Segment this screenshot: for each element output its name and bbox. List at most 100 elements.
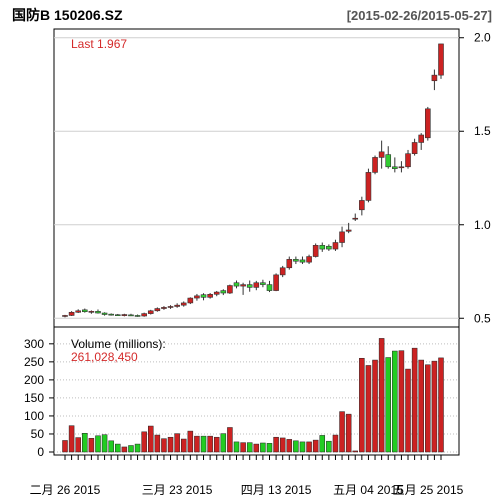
- volume-bar: [194, 435, 200, 453]
- candle-body: [392, 166, 398, 169]
- volume-tick-label: 150: [24, 391, 44, 405]
- volume-bar: [240, 442, 246, 453]
- volume-value: 261,028,450: [71, 350, 138, 364]
- candle-body: [147, 310, 154, 314]
- last-price-label: Last 1.967: [71, 37, 127, 51]
- candle-body: [141, 313, 147, 317]
- candle-body: [240, 284, 246, 287]
- candle-body: [88, 311, 95, 313]
- volume-bar: [62, 440, 68, 453]
- x-tick-label: 三月 23 2015: [142, 483, 213, 497]
- candle-body: [68, 311, 75, 316]
- volume-bar: [345, 413, 352, 453]
- volume-bar: [398, 350, 405, 453]
- candlestick-series: [62, 43, 444, 318]
- volume-bar: [220, 433, 227, 453]
- volume-bar: [372, 359, 378, 453]
- candle-body: [233, 282, 240, 287]
- volume-bar: [378, 338, 385, 453]
- candle-body: [260, 282, 266, 285]
- volume-bar: [246, 442, 253, 453]
- volume-bar: [187, 430, 194, 453]
- price-tick-label: 1.0: [474, 218, 491, 232]
- volume-bar: [299, 441, 306, 453]
- candle-body: [227, 285, 233, 294]
- price-gridlines: [54, 37, 459, 319]
- candle-body: [431, 74, 438, 82]
- candle-body: [187, 297, 194, 304]
- volume-bar: [312, 439, 319, 453]
- volume-bar: [174, 433, 180, 453]
- volume-bar: [167, 436, 174, 453]
- volume-bar: [95, 435, 101, 453]
- x-tick-label: 二月 26 2015: [30, 483, 101, 497]
- volume-bar: [213, 436, 220, 453]
- volume-label: Volume (millions):: [71, 337, 166, 351]
- volume-bar: [425, 364, 431, 453]
- candle-body: [266, 284, 273, 291]
- candle-body: [352, 217, 359, 220]
- x-axis: 二月 26 2015 三月 23 2015 四月 13 2015 五月 04 2015…: [30, 455, 464, 497]
- candle-body: [286, 259, 293, 269]
- volume-bar: [359, 357, 365, 453]
- price-tick-label: 1.5: [474, 124, 491, 138]
- candle-body: [398, 166, 405, 169]
- volume-bar: [148, 425, 154, 453]
- volume-bar: [253, 443, 260, 453]
- candle-body: [207, 294, 213, 298]
- volume-bar: [108, 440, 114, 453]
- candle-body: [332, 242, 339, 250]
- candle-body: [246, 284, 253, 288]
- candle-body: [128, 314, 134, 317]
- candle-body: [62, 315, 68, 317]
- candle-body: [81, 309, 88, 313]
- volume-tick-label: 200: [24, 373, 44, 387]
- candle-body: [213, 291, 220, 295]
- candle-body: [154, 308, 161, 312]
- volume-bar: [260, 442, 266, 453]
- candle-body: [161, 307, 167, 309]
- volume-bar: [207, 435, 213, 453]
- volume-bar: [121, 446, 128, 453]
- volume-series: [62, 338, 444, 453]
- price-axis: 0.5 1.0 1.5 2.0: [459, 31, 491, 325]
- candle-body: [359, 200, 365, 211]
- price-tick-label: 0.5: [474, 311, 491, 325]
- candle-body: [418, 134, 425, 143]
- candle-body: [101, 312, 108, 315]
- candle-body: [411, 142, 418, 154]
- volume-bar: [339, 411, 345, 453]
- x-tick-label: 四月 13 2015: [241, 483, 312, 497]
- candle-body: [345, 229, 352, 232]
- volume-bar: [352, 450, 358, 453]
- volume-bar: [134, 443, 141, 453]
- volume-bar: [266, 443, 273, 453]
- volume-bar: [101, 434, 108, 453]
- candle-body: [167, 306, 174, 308]
- volume-bar: [273, 436, 279, 453]
- volume-tick-label: 50: [31, 427, 45, 441]
- volume-bar: [418, 359, 424, 453]
- x-tick-label: 五月 04 2015: [333, 483, 404, 497]
- volume-bar: [365, 365, 372, 453]
- volume-bar: [233, 441, 240, 453]
- volume-bar: [75, 437, 81, 453]
- candle-body: [405, 153, 411, 168]
- candle-body: [299, 259, 306, 263]
- candle-body: [108, 313, 114, 316]
- volume-bar: [431, 360, 438, 453]
- candle-body: [339, 231, 345, 243]
- candle-body: [425, 108, 431, 139]
- volume-bar: [286, 439, 293, 453]
- price-tick-label: 2.0: [474, 31, 491, 45]
- volume-bar: [115, 443, 121, 453]
- candle-body: [273, 274, 279, 291]
- candle-body: [365, 172, 372, 201]
- candle-body: [134, 315, 141, 317]
- volume-bar: [154, 434, 161, 453]
- candle-body: [114, 314, 121, 317]
- volume-bar: [279, 437, 286, 453]
- volume-tick-label: 100: [24, 409, 44, 423]
- candle-body: [279, 267, 286, 276]
